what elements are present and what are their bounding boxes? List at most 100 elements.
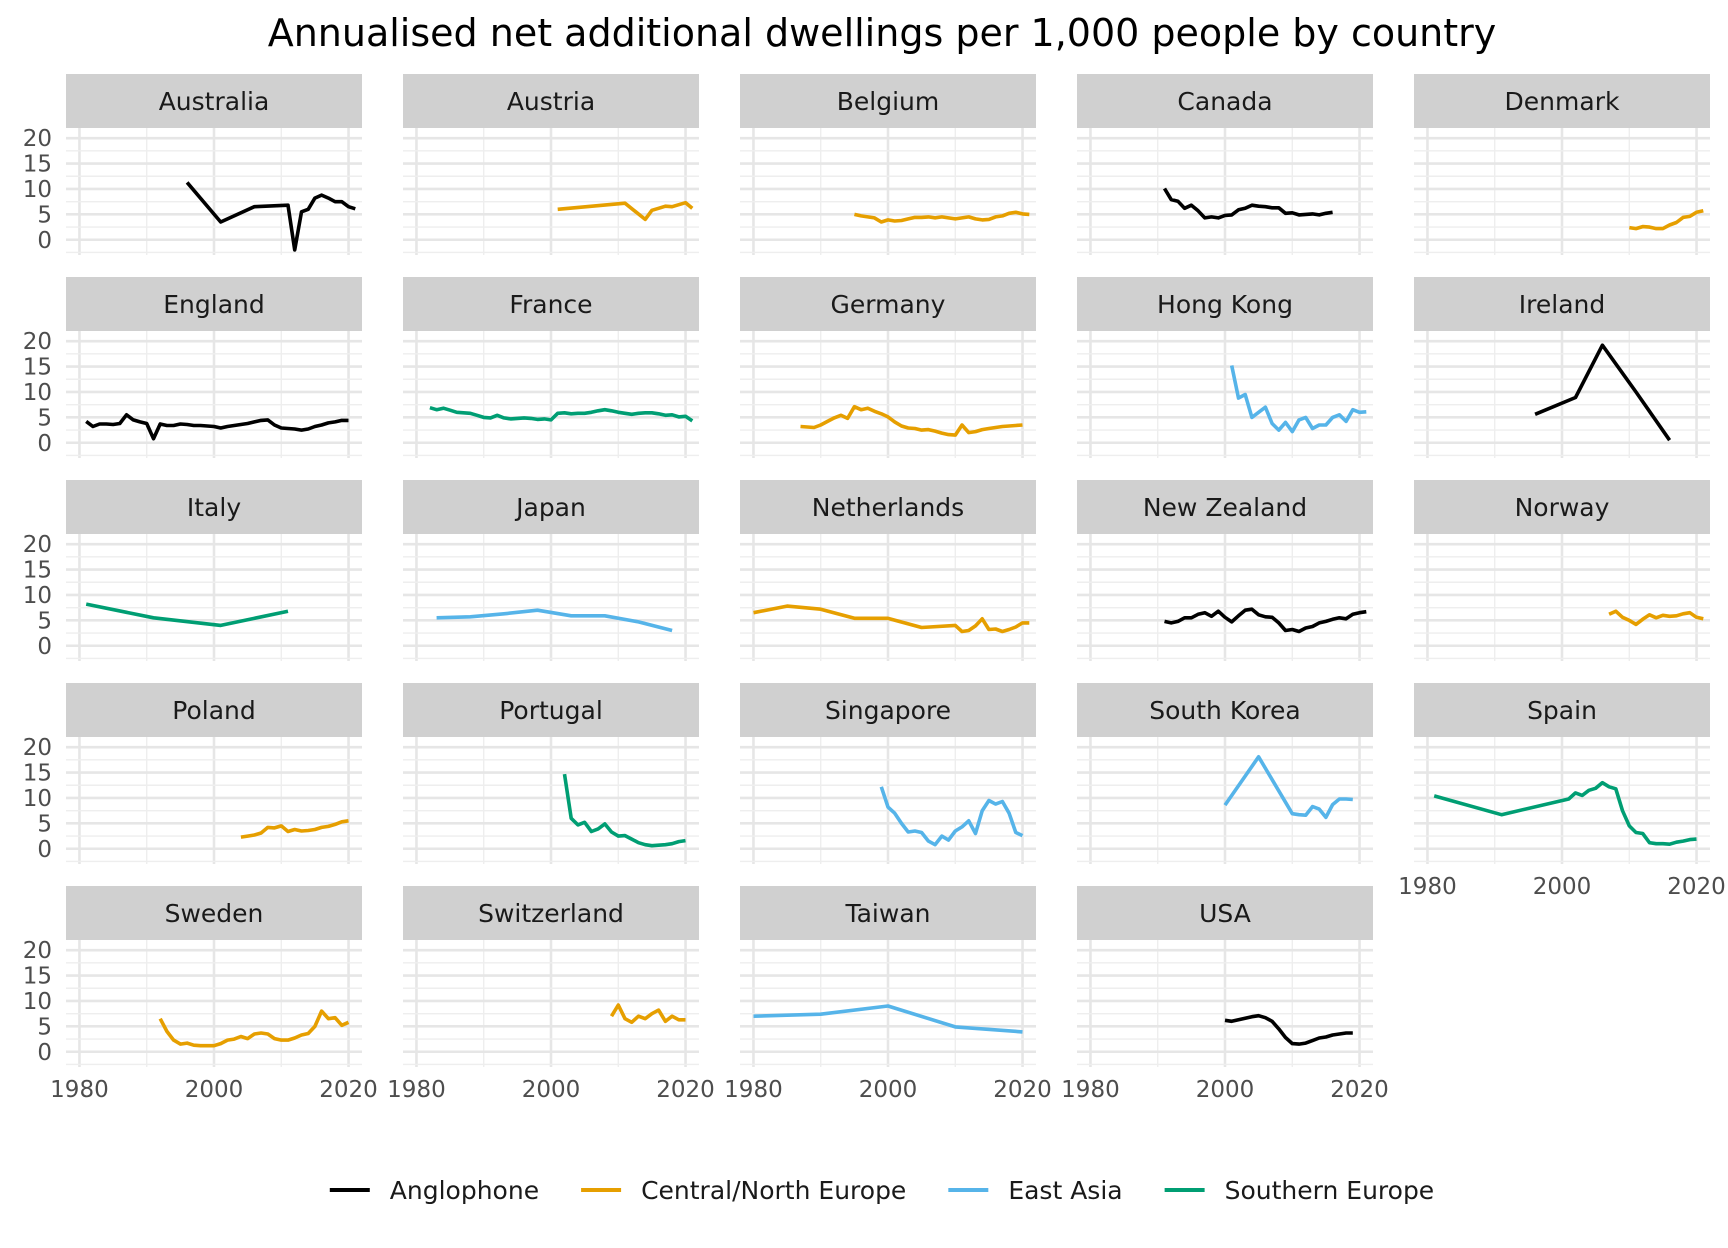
strip-label: Switzerland	[478, 899, 624, 928]
gridlines	[66, 331, 362, 458]
strip-background	[1077, 886, 1373, 940]
gridlines	[1077, 128, 1373, 255]
y-tick-label: 0	[37, 228, 52, 254]
strip-background	[1077, 277, 1373, 331]
series-line-singapore	[879, 786, 1024, 847]
strip-label: Italy	[187, 493, 241, 522]
chart-title: Annualised net additional dwellings per …	[268, 11, 1497, 55]
y-tick-label: 10	[23, 380, 52, 406]
legend-label: East Asia	[1008, 1176, 1122, 1205]
legend: Anglophone Central/North Europe East Asia S…	[329, 1176, 1434, 1205]
y-tick-label: 10	[23, 583, 52, 609]
panel-spain: Spain 1980 2000 2020	[1398, 683, 1726, 900]
strip-label: Hong Kong	[1157, 290, 1293, 319]
strip-background	[66, 74, 362, 128]
series-line-australia	[185, 181, 356, 252]
gridlines	[1414, 128, 1710, 255]
strip-label: Spain	[1527, 696, 1597, 725]
strip-label: South Korea	[1149, 696, 1300, 725]
strip-background	[403, 74, 699, 128]
strip-label: Portugal	[499, 696, 603, 725]
x-tick-label: 2000	[185, 1077, 244, 1103]
gridlines	[1077, 534, 1373, 661]
strip-background	[1414, 480, 1710, 534]
legend-label: Central/North Europe	[641, 1176, 906, 1205]
y-tick-label: 5	[37, 405, 52, 431]
strip-label: England	[163, 290, 265, 319]
x-tick-label: 2020	[1330, 1077, 1389, 1103]
strip-background	[740, 683, 1036, 737]
panel-france: France	[403, 277, 699, 458]
panel-denmark: Denmark	[1414, 74, 1710, 255]
panel-new-zealand: New Zealand	[1077, 480, 1373, 661]
panel-canada: Canada	[1077, 74, 1373, 255]
strip-label: Germany	[831, 290, 946, 319]
strip-background	[66, 886, 362, 940]
x-tick-label: 1980	[1398, 874, 1457, 900]
legend-label: Anglophone	[390, 1176, 539, 1205]
series-line-spain	[1433, 780, 1697, 847]
strip-background	[403, 886, 699, 940]
series-line-canada	[1162, 187, 1333, 220]
y-tick-label: 20	[23, 735, 52, 761]
strip-background	[403, 277, 699, 331]
strip-background	[66, 277, 362, 331]
x-tick-label: 2000	[522, 1077, 581, 1103]
gridlines	[403, 331, 699, 458]
strip-background	[1414, 683, 1710, 737]
gridlines	[403, 940, 699, 1067]
series-line-japan	[436, 608, 673, 633]
strip-label: Sweden	[165, 899, 264, 928]
panel-portugal: Portugal	[403, 683, 699, 864]
gridlines	[403, 737, 699, 864]
y-tick-label: 0	[37, 837, 52, 863]
x-tick-label: 1980	[387, 1077, 446, 1103]
strip-label: Netherlands	[812, 493, 964, 522]
y-tick-label: 0	[37, 1040, 52, 1066]
strip-background	[740, 886, 1036, 940]
gridlines	[740, 534, 1036, 661]
series-line-sweden	[158, 1009, 350, 1048]
strip-label: New Zealand	[1143, 493, 1307, 522]
gridlines	[66, 128, 362, 255]
x-tick-label: 2000	[859, 1077, 918, 1103]
x-tick-label: 2020	[993, 1077, 1052, 1103]
series-line-usa	[1224, 1013, 1353, 1046]
gridlines	[1414, 331, 1710, 458]
panel-switzerland: Switzerland 1980 2000 2020	[387, 886, 715, 1103]
y-tick-label: 10	[23, 989, 52, 1015]
gridlines	[1077, 737, 1373, 864]
panel-hong-kong: Hong Kong	[1077, 277, 1373, 458]
x-tick-label: 1980	[50, 1077, 109, 1103]
strip-background	[1414, 277, 1710, 331]
x-tick-label: 2000	[1533, 874, 1592, 900]
gridlines	[1077, 940, 1373, 1067]
series-line-belgium	[854, 210, 1030, 224]
gridlines	[1414, 737, 1710, 864]
y-tick-label: 0	[37, 431, 52, 457]
y-tick-label: 20	[23, 938, 52, 964]
strip-background	[403, 683, 699, 737]
y-tick-label: 10	[23, 177, 52, 203]
gridlines	[740, 128, 1036, 255]
strip-background	[740, 480, 1036, 534]
x-tick-label: 2020	[319, 1077, 378, 1103]
panel-ireland: Ireland	[1414, 277, 1710, 458]
strip-label: Australia	[159, 87, 270, 116]
gridlines	[740, 940, 1036, 1067]
strip-background	[1077, 683, 1373, 737]
gridlines	[1414, 534, 1710, 661]
gridlines	[740, 331, 1036, 458]
strip-label: Poland	[172, 696, 255, 725]
y-tick-label: 5	[37, 202, 52, 228]
y-tick-label: 15	[23, 964, 52, 990]
series-line-taiwan	[753, 1004, 1023, 1034]
panel-austria: Austria	[403, 74, 699, 255]
y-tick-label: 15	[23, 355, 52, 381]
gridlines	[1077, 331, 1373, 458]
